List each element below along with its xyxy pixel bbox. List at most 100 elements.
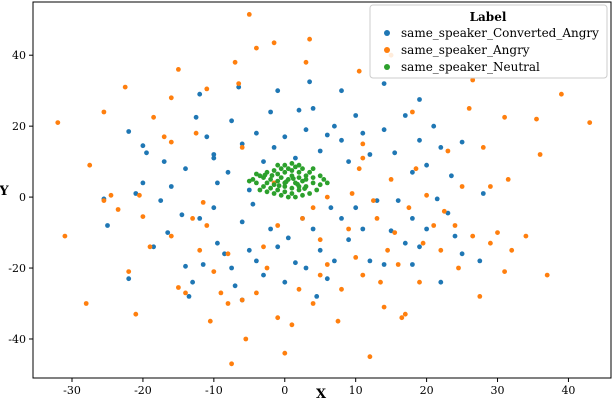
legend-marker (384, 30, 390, 36)
data-point (236, 81, 242, 86)
data-point (282, 162, 288, 168)
data-point (360, 272, 366, 278)
y-tick-label: 40 (12, 49, 26, 62)
data-point (402, 113, 408, 118)
data-point (126, 129, 132, 134)
data-point (246, 187, 252, 193)
data-point (335, 318, 341, 324)
data-point (295, 181, 300, 187)
data-point (271, 145, 277, 150)
data-point (275, 162, 281, 168)
data-point (183, 290, 188, 296)
data-point (105, 223, 110, 228)
data-point (193, 114, 199, 120)
y-tick-label: -40 (8, 333, 26, 346)
data-point (374, 216, 380, 221)
data-point (269, 173, 275, 178)
data-point (186, 294, 192, 299)
data-point (190, 216, 196, 221)
data-point (246, 12, 252, 17)
data-point (211, 152, 217, 157)
data-point (275, 244, 281, 250)
data-point (395, 262, 401, 267)
data-point (264, 180, 270, 186)
data-point (239, 219, 245, 225)
x-axis-ticks: -30 -20 -10 0 10 20 30 40 (63, 378, 575, 397)
data-point (438, 145, 444, 150)
data-point (275, 223, 281, 228)
data-point (289, 185, 295, 191)
data-point (204, 134, 210, 140)
data-point (431, 123, 437, 129)
data-point (410, 262, 415, 267)
data-point (303, 59, 309, 65)
data-point (264, 265, 270, 271)
data-point (402, 240, 408, 246)
data-point (271, 40, 277, 46)
data-point (381, 262, 387, 267)
data-point (360, 226, 366, 232)
data-point (151, 244, 157, 250)
data-point (417, 97, 422, 102)
data-point (477, 294, 483, 299)
data-point (300, 166, 305, 172)
data-point (268, 226, 273, 232)
data-point (211, 155, 217, 161)
data-point (402, 311, 408, 317)
data-point (424, 162, 429, 168)
data-point (285, 194, 291, 200)
data-point (55, 120, 61, 125)
data-point (225, 251, 231, 257)
data-point (310, 106, 316, 111)
x-axis-label: X (316, 387, 327, 400)
data-point (360, 130, 366, 136)
data-points (55, 12, 593, 367)
data-point (211, 205, 217, 211)
data-point (193, 130, 199, 136)
data-point (289, 322, 295, 328)
data-point (367, 258, 373, 264)
data-point (275, 178, 281, 184)
data-point (158, 198, 164, 204)
y-axis-label: Y (0, 184, 9, 199)
data-point (218, 290, 224, 296)
data-point (225, 301, 231, 306)
data-point (126, 269, 132, 274)
data-point (317, 247, 323, 253)
data-point (488, 240, 493, 246)
data-point (126, 276, 132, 282)
legend-label: same_speaker_Angry (401, 43, 530, 57)
data-point (293, 164, 298, 170)
data-point (243, 336, 249, 342)
data-point (459, 139, 465, 145)
data-point (147, 244, 153, 250)
data-point (339, 137, 344, 143)
data-point (229, 118, 235, 124)
x-tick-label: -20 (134, 384, 152, 397)
data-point (307, 169, 312, 175)
data-point (278, 192, 284, 198)
data-point (353, 255, 359, 260)
data-point (470, 77, 476, 83)
data-point (278, 166, 284, 172)
x-tick-label: -30 (63, 384, 81, 397)
data-point (262, 172, 268, 178)
data-point (424, 192, 429, 198)
y-tick-label: 0 (19, 191, 26, 204)
data-point (346, 226, 351, 232)
data-point (324, 194, 330, 200)
data-point (307, 79, 312, 85)
data-point (239, 297, 245, 303)
data-point (285, 166, 291, 172)
data-point (168, 139, 174, 145)
data-point (254, 45, 259, 51)
data-point (378, 279, 383, 285)
data-point (183, 263, 188, 269)
data-point (254, 180, 259, 186)
data-point (502, 114, 507, 120)
data-point (275, 171, 281, 177)
data-point (289, 168, 295, 173)
data-point (254, 290, 259, 296)
data-point (257, 187, 263, 193)
data-point (176, 285, 181, 290)
